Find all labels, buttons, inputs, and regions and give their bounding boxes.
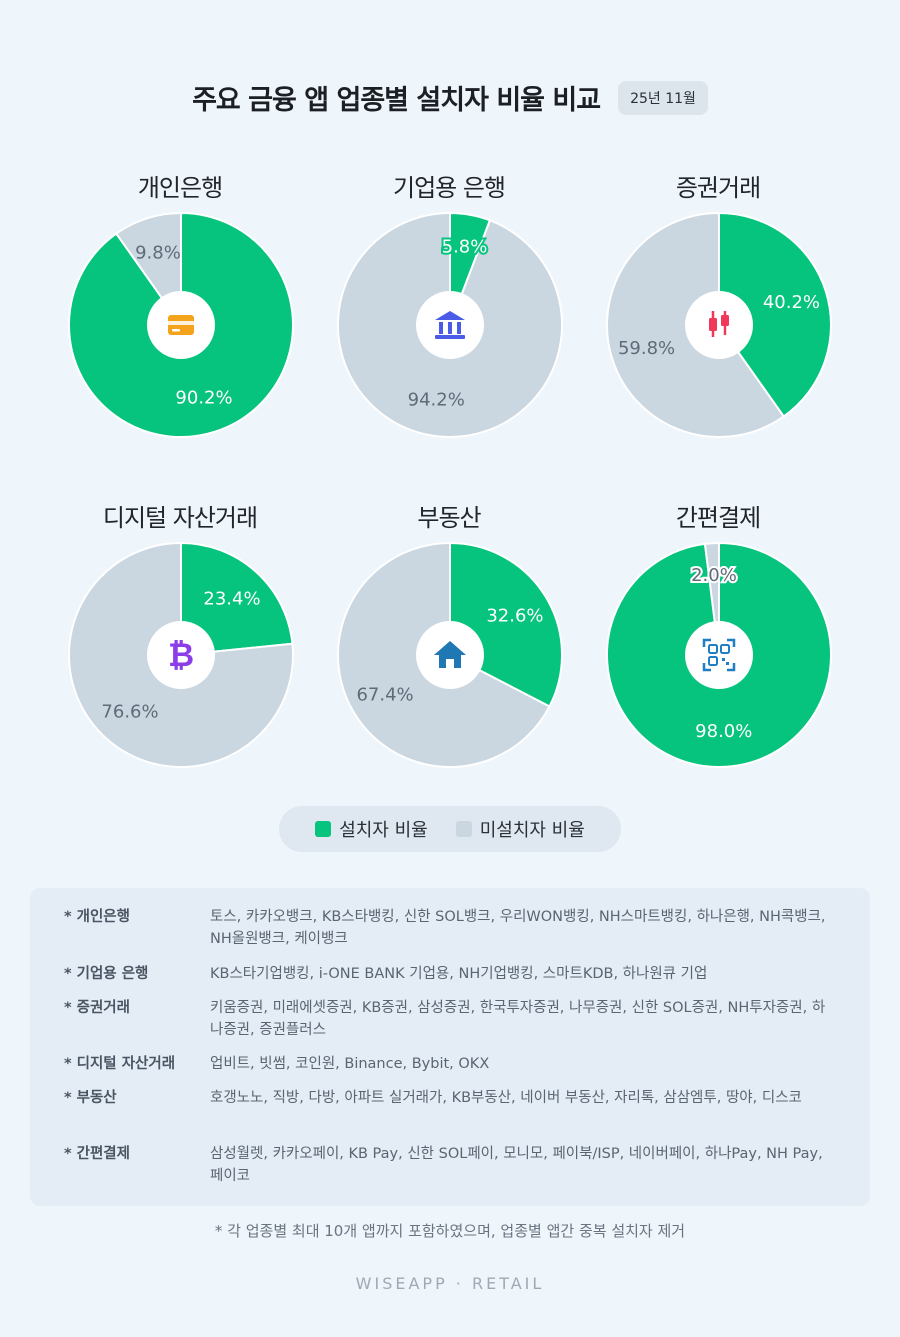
note-apps: 업비트, 빗썸, 코인원, Binance, Bybit, OKX (210, 1056, 490, 1072)
pie-chart: 90.2% 9.8% (68, 211, 294, 438)
chart-securities: 증권거래 40.2% 59.8% (588, 168, 848, 468)
data-label: 76.6% (101, 701, 158, 722)
pie-chart: 32.6% 67.4% (337, 541, 563, 768)
note-category: * 부동산 (64, 1090, 117, 1106)
data-label: 9.8% (135, 243, 181, 264)
legend-swatch-gray (455, 821, 472, 837)
legend-item-installed: 설치자 비율 (315, 816, 428, 842)
chart-digital-assets: 디지털 자산거래 23.4% 76.6% ₿ (50, 498, 310, 798)
notes-panel: * 개인은행 토스, 카카오뱅크, KB스타뱅킹, 신한 SOL뱅크, 우리WO… (30, 888, 870, 1206)
note-category: * 간편결제 (64, 1146, 130, 1162)
page-title: 주요 금융 앱 업종별 설치자 비율 비교 (192, 85, 601, 116)
chart-easy-payment: 간편결제 98.0% 2.0% (588, 498, 848, 798)
data-label: 2.0% (691, 565, 737, 586)
legend-label: 설치자 비율 (339, 820, 428, 841)
legend-swatch-green (315, 821, 332, 837)
note-apps: 삼성월렛, 카카오페이, KB Pay, 신한 SOL페이, 모니모, 페이북/… (210, 1146, 823, 1184)
chart-title: 기업용 은행 (392, 174, 506, 202)
note-category: * 기업용 은행 (64, 966, 149, 982)
chart-personal-bank: 개인은행 90.2% 9.8% (50, 168, 310, 468)
card-icon (147, 291, 215, 359)
note-row: * 증권거래 키움증권, 미래에셋증권, KB증권, 삼성증권, 한국투자증권,… (64, 997, 854, 1041)
data-label: 32.6% (486, 605, 543, 626)
pie-chart: 5.8% 94.2% (337, 211, 563, 438)
qr-code-icon (685, 621, 753, 689)
data-label: 98.0% (695, 721, 752, 742)
note-row: * 디지털 자산거래 업비트, 빗썸, 코인원, Binance, Bybit,… (64, 1053, 854, 1075)
chart-title: 디지털 자산거래 (102, 504, 258, 532)
note-row: * 부동산 호갱노노, 직방, 다방, 아파트 실거래가, KB부동산, 네이버… (64, 1087, 854, 1109)
chart-real-estate: 부동산 32.6% 67.4% (319, 498, 579, 798)
legend: 설치자 비율 미설치자 비율 (279, 806, 621, 852)
slice-installed (718, 211, 832, 418)
bitcoin-icon: ₿ (147, 621, 215, 689)
footnote: * 각 업종별 최대 10개 앱까지 포함하였으며, 업종별 앱간 중복 설치자… (214, 1222, 686, 1240)
header: 주요 금융 앱 업종별 설치자 비율 비교 25년 11월 (0, 78, 900, 117)
note-category: * 증권거래 (64, 1000, 130, 1016)
brand-logo-text: WISEAPP · RETAIL (355, 1274, 545, 1293)
data-label: 23.4% (203, 589, 260, 610)
pie-chart: 23.4% 76.6% ₿ (68, 541, 294, 768)
data-label: 90.2% (175, 387, 232, 408)
slice-installed (180, 541, 294, 657)
data-label: 40.2% (763, 292, 820, 313)
bank-building-icon (416, 291, 484, 359)
candlestick-icon (685, 291, 753, 359)
data-label: 67.4% (356, 685, 413, 706)
note-apps: 토스, 카카오뱅크, KB스타뱅킹, 신한 SOL뱅크, 우리WON뱅킹, NH… (210, 909, 826, 947)
note-apps: KB스타기업뱅킹, i-ONE BANK 기업용, NH기업뱅킹, 스마트KDB… (210, 966, 708, 982)
date-badge: 25년 11월 (618, 80, 708, 115)
svg-text:₿: ₿ (168, 636, 194, 674)
chart-title: 개인은행 (137, 174, 223, 202)
note-apps: 키움증권, 미래에셋증권, KB증권, 삼성증권, 한국투자증권, 나무증권, … (210, 1000, 826, 1038)
legend-item-not-installed: 미설치자 비율 (455, 816, 585, 842)
house-icon (416, 621, 484, 689)
pie-chart: 40.2% 59.8% (606, 211, 832, 438)
note-row: * 기업용 은행 KB스타기업뱅킹, i-ONE BANK 기업용, NH기업뱅… (64, 963, 854, 985)
chart-title: 부동산 (417, 504, 481, 532)
note-row: * 개인은행 토스, 카카오뱅크, KB스타뱅킹, 신한 SOL뱅크, 우리WO… (64, 906, 854, 950)
note-row: * 간편결제 삼성월렛, 카카오페이, KB Pay, 신한 SOL페이, 모니… (64, 1143, 854, 1187)
chart-title: 간편결제 (675, 504, 761, 532)
data-label: 5.8% (442, 236, 488, 257)
data-label: 94.2% (408, 390, 465, 411)
chart-corporate-bank: 기업용 은행 5.8% 94.2% (319, 168, 579, 468)
chart-title: 증권거래 (675, 174, 761, 202)
note-category: * 디지털 자산거래 (64, 1056, 176, 1072)
data-label: 59.8% (618, 338, 675, 359)
pie-chart: 98.0% 2.0% (606, 541, 832, 768)
note-category: * 개인은행 (64, 909, 130, 925)
legend-label: 미설치자 비율 (479, 820, 585, 841)
note-apps: 호갱노노, 직방, 다방, 아파트 실거래가, KB부동산, 네이버 부동산, … (210, 1090, 802, 1106)
